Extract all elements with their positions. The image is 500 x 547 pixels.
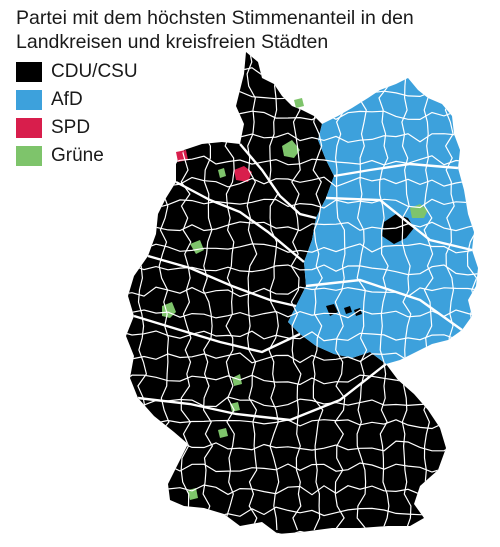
district-border-line [126,286,478,298]
district-border-line [312,52,324,531]
district-gruene-frankfurt [232,374,242,386]
state-border-line [133,314,301,354]
legend-item-cdu-csu: CDU/CSU [16,58,138,86]
state-border-line [239,143,317,220]
district-border-line [126,198,478,209]
district-border-line [290,52,302,531]
district-cdu-in-east-3 [344,306,352,314]
map-title: Partei mit dem höchsten Stimmenanteil in… [16,7,414,53]
legend-item-spd: SPD [16,114,138,142]
legend-item-afd: AfD [16,86,138,114]
district-border-line [126,221,478,232]
district-border-line [126,309,478,319]
district-border-line [115,50,125,530]
legend-swatch-gruene [16,146,42,166]
district-border-line [126,52,478,56]
district-spd-2 [234,166,252,182]
district-gruene-heidelberg [218,428,228,438]
district-border-line [423,52,434,531]
district-gruene-darmstadt [230,402,240,412]
legend-swatch-cdu-csu [16,62,42,82]
state-border-line [333,162,459,178]
state-border-line [305,278,463,331]
district-gruene-hamburg [282,140,300,158]
legend-label: AfD [51,89,83,110]
legend-label: Grüne [51,145,104,166]
state-border-line [147,254,297,308]
district-gruene-hannover [190,240,204,254]
district-border-line [334,52,346,531]
district-border-line [401,52,412,531]
district-border-line [126,419,478,430]
district-border-line [126,462,478,473]
legend-label: SPD [51,117,91,138]
district-gruene-kiel [294,98,304,108]
legend-item-gruene: Grüne [16,142,138,170]
legend-swatch-spd [16,118,42,138]
district-border-line [268,52,280,531]
district-border-line [356,52,368,531]
legend-label: CDU/CSU [51,61,138,82]
state-border-line [137,363,387,422]
district-border-line [126,396,478,408]
district-border-line [126,66,478,78]
district-gruene-bremen-area [218,168,226,178]
district-border-line [126,242,478,254]
district-border-line [126,330,478,342]
state-border-line [175,180,305,263]
legend: CDU/CSU AfD SPD Grüne [16,58,138,170]
legend-swatch-afd [16,90,42,110]
district-border-line [246,52,258,531]
district-border-line [126,264,478,276]
state-border-line [325,196,473,252]
